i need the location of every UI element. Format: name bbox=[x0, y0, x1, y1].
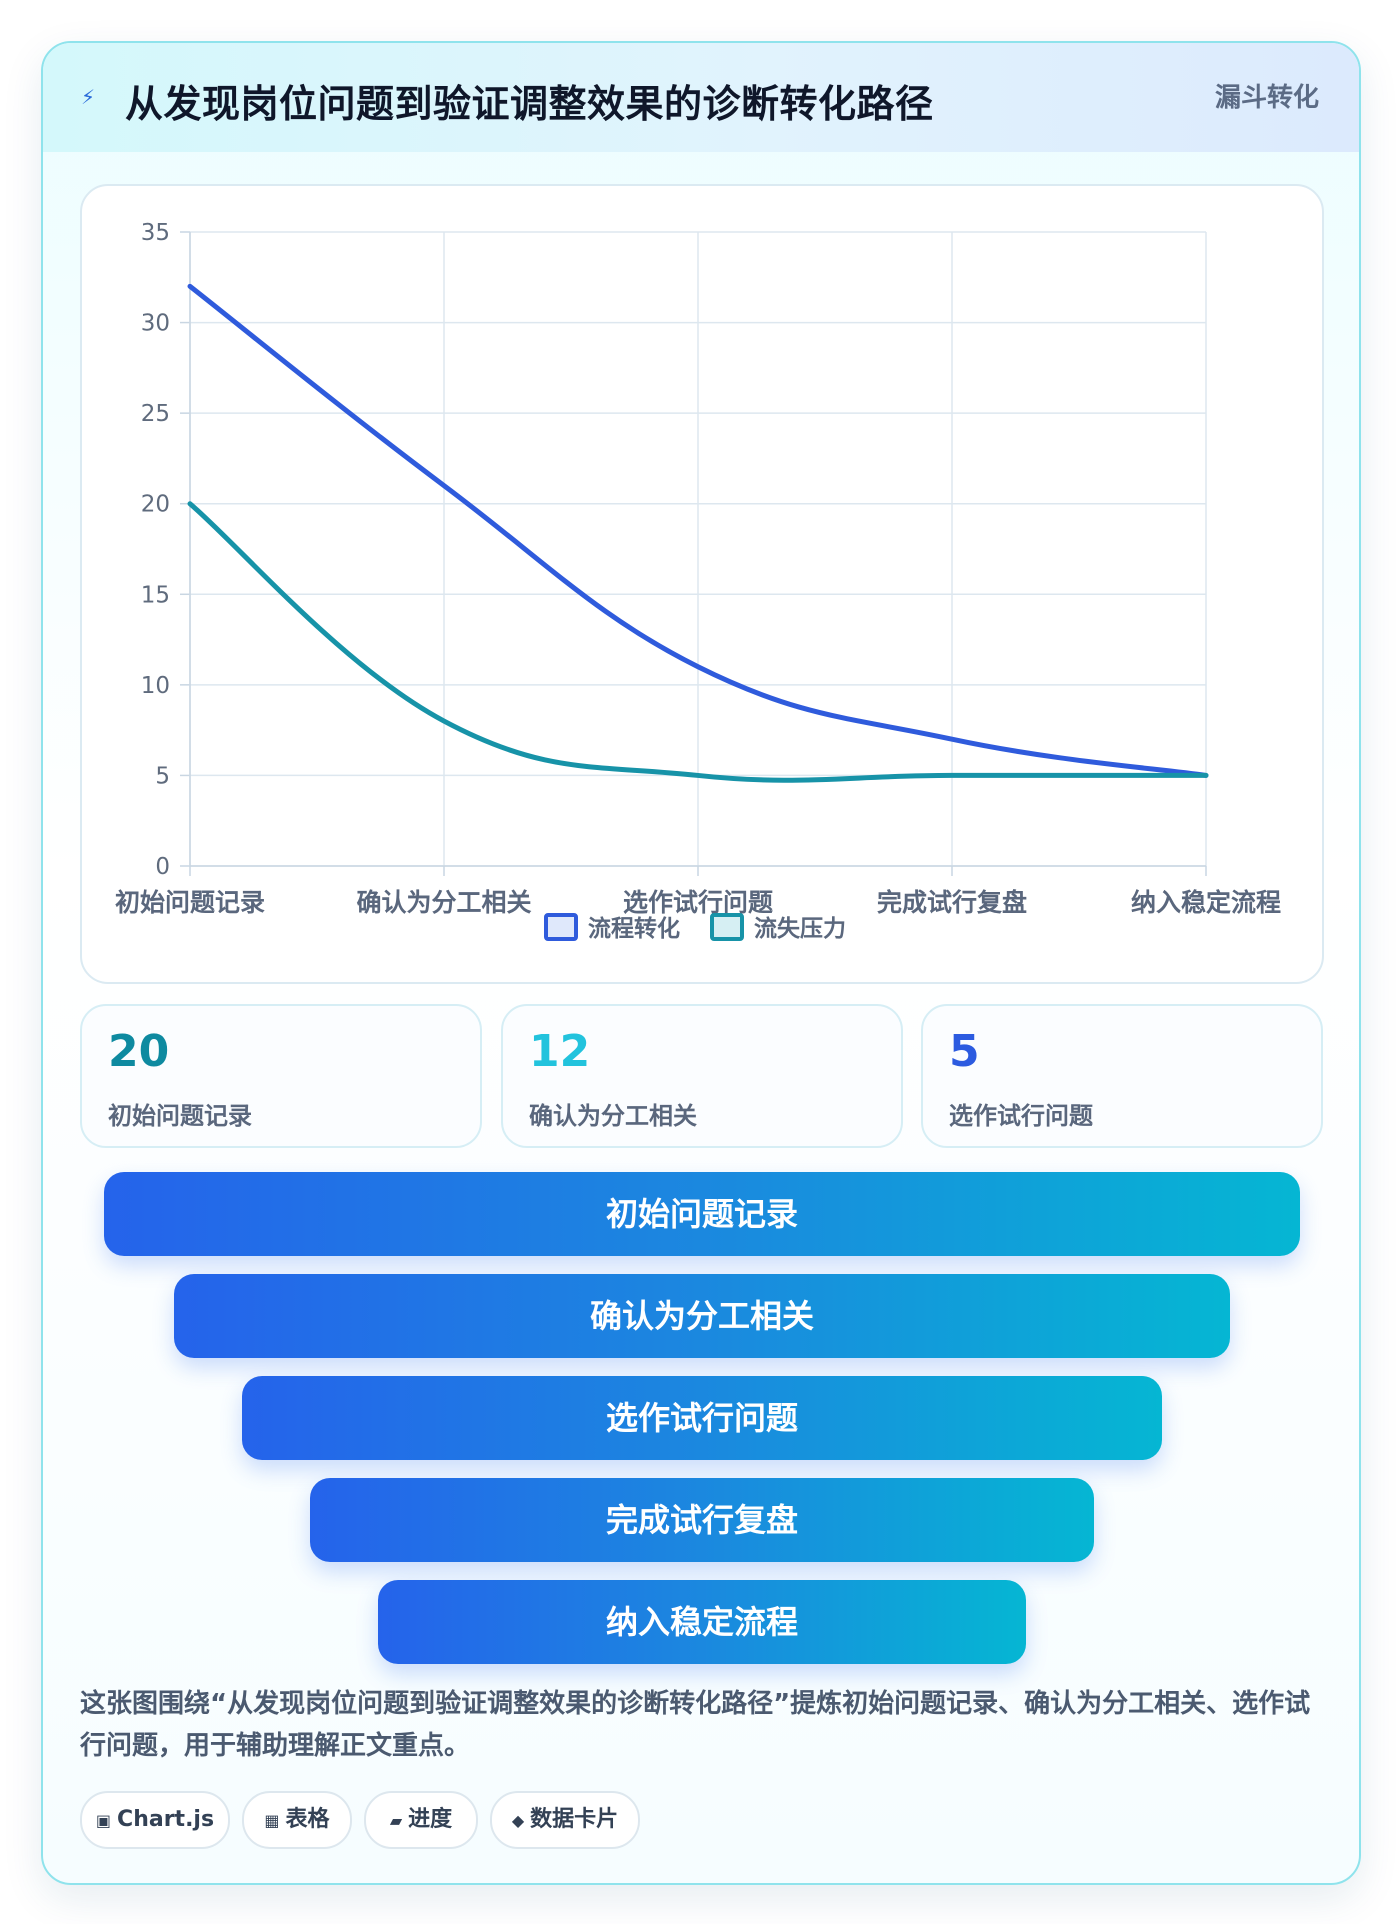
funnel-stage-1: 初始问题记录 bbox=[104, 1172, 1300, 1256]
series-line-1 bbox=[187, 283, 1209, 778]
pill-label: Chart.js bbox=[117, 1807, 215, 1832]
y-tick-label: 15 bbox=[141, 582, 170, 608]
line-chart: 0 5 10 15 20 25 30 35 初始问题记录 确认为分工相关 选作试行问题 完成试行复盘 纳… bbox=[115, 220, 1281, 942]
funnel-stage-5: 纳入稳定流程 bbox=[378, 1580, 1026, 1664]
pill-label: 表格 bbox=[285, 1807, 330, 1832]
pill-label: 进度 bbox=[408, 1807, 453, 1832]
series-line-2 bbox=[187, 501, 1209, 783]
legend-label: 流失压力 bbox=[754, 915, 846, 942]
chip-icon: ▣ bbox=[95, 1811, 112, 1830]
page-title: 从发现岗位问题到验证调整效果的诊断转化路径 bbox=[125, 82, 934, 126]
chart-panel: 0 5 10 15 20 25 30 35 初始问题记录 确认为分工相关 选作试行问题 完成试行复盘 纳… bbox=[80, 184, 1324, 984]
pill-progress[interactable]: ▰ 进度 bbox=[364, 1791, 478, 1849]
progress-icon: ▰ bbox=[389, 1811, 403, 1830]
stat-label: 初始问题记录 bbox=[108, 1102, 252, 1130]
x-tick-label: 纳入稳定流程 bbox=[1131, 888, 1281, 917]
stat-value: 5 bbox=[949, 1026, 980, 1077]
stat-card-3: 5 选作试行问题 bbox=[921, 1004, 1323, 1148]
x-tick-label: 选作试行问题 bbox=[623, 888, 773, 917]
x-tick-label: 初始问题记录 bbox=[115, 888, 265, 917]
y-tick-label: 0 bbox=[155, 854, 170, 880]
lightning-icon: ⚡ bbox=[81, 85, 96, 109]
stat-label: 确认为分工相关 bbox=[529, 1102, 697, 1130]
stat-label: 选作试行问题 bbox=[949, 1102, 1093, 1130]
chart-type-tag: 漏斗转化 bbox=[1214, 83, 1319, 113]
pill-table[interactable]: ▦ 表格 bbox=[242, 1791, 352, 1849]
legend-label: 流程转化 bbox=[588, 915, 680, 942]
funnel-stage-3: 选作试行问题 bbox=[242, 1376, 1162, 1460]
stat-card-2: 12 确认为分工相关 bbox=[501, 1004, 903, 1148]
y-tick-label: 25 bbox=[141, 401, 170, 427]
table-icon: ▦ bbox=[264, 1811, 280, 1830]
pill-chartjs[interactable]: ▣ Chart.js bbox=[80, 1791, 230, 1849]
y-tick-label: 35 bbox=[141, 220, 170, 246]
x-tick-label: 完成试行复盘 bbox=[877, 888, 1027, 917]
report-card: ⚡ 从发现岗位问题到验证调整效果的诊断转化路径 漏斗转化 0 5 10 15 20 25 3… bbox=[41, 41, 1361, 1885]
stat-value: 20 bbox=[108, 1026, 170, 1077]
summary-text: 这张图围绕“从发现岗位问题到验证调整效果的诊断转化路径”提炼初始问题记录、确认为… bbox=[80, 1689, 1311, 1761]
funnel-stage-4: 完成试行复盘 bbox=[310, 1478, 1094, 1562]
funnel-stage-2: 确认为分工相关 bbox=[174, 1274, 1230, 1358]
card-header: ⚡ 从发现岗位问题到验证调整效果的诊断转化路径 漏斗转化 bbox=[43, 43, 1359, 152]
x-tick-label: 确认为分工相关 bbox=[356, 888, 531, 917]
legend-swatch bbox=[544, 913, 578, 941]
stat-card-1: 20 初始问题记录 bbox=[80, 1004, 482, 1148]
legend-swatch bbox=[710, 913, 744, 941]
stat-value: 12 bbox=[529, 1026, 591, 1077]
pill-label: 数据卡片 bbox=[530, 1807, 619, 1832]
y-tick-label: 30 bbox=[141, 311, 170, 337]
diamond-icon: ◆ bbox=[511, 1811, 525, 1830]
y-tick-label: 5 bbox=[155, 763, 170, 789]
y-tick-label: 20 bbox=[141, 492, 170, 518]
y-tick-label: 10 bbox=[141, 673, 170, 699]
pill-data-card[interactable]: ◆ 数据卡片 bbox=[490, 1791, 640, 1849]
